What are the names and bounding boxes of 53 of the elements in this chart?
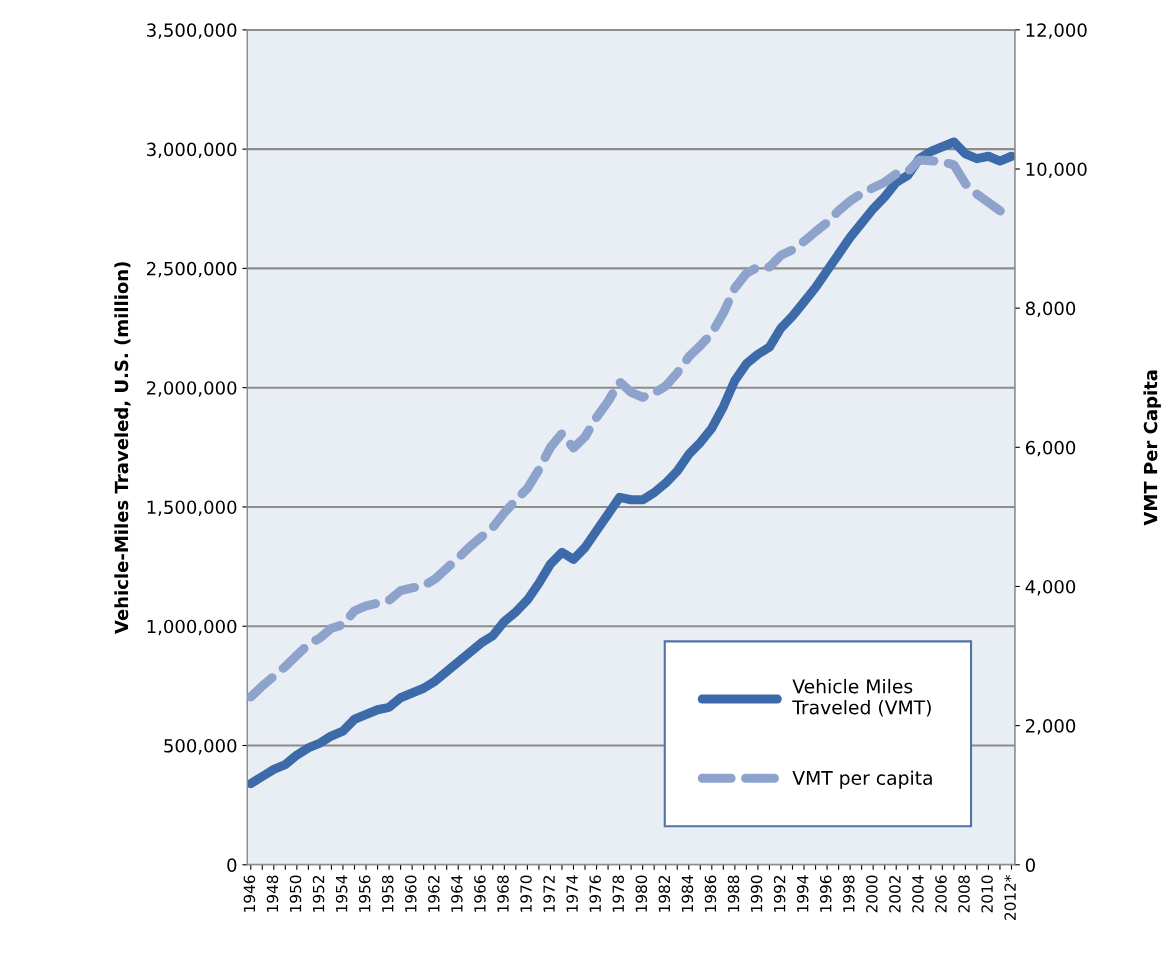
y2-tick-label: 8,000: [1025, 301, 1076, 318]
x-tick-label: 1982: [658, 876, 671, 912]
x-tick-label: 1992: [773, 876, 786, 912]
y2-tick-label: 0: [1025, 858, 1035, 872]
y-tick-label: 1,500,000: [147, 500, 237, 516]
y-tick-label: 3,500,000: [147, 23, 237, 39]
x-tick-label: 1964: [451, 875, 463, 912]
x-tick-label: 1974: [566, 875, 578, 912]
y-tick-label: 500,000: [164, 738, 237, 755]
x-tick-label: 1970: [520, 875, 532, 912]
x-tick-label: 1994: [796, 875, 809, 912]
x-tick-label: 1988: [727, 875, 740, 912]
x-tick-label: 1946: [243, 875, 256, 912]
legend-label: Vehicle Miles Traveled (VMT): [792, 678, 931, 717]
legend-label: VMT per capita: [792, 770, 932, 789]
x-tick-label: 1954: [335, 875, 348, 912]
y2-tick-label: 10,000: [1026, 162, 1087, 178]
y-tick-label: 3,000,000: [147, 142, 237, 159]
y-tick-label: 2,500,000: [147, 261, 237, 278]
x-tick-label: 1996: [819, 875, 832, 912]
x-tick-label: 2004: [912, 875, 924, 913]
x-tick-label: 1978: [612, 875, 625, 912]
x-tick-label: 1986: [704, 875, 717, 912]
x-tick-label: 2010: [981, 875, 993, 913]
y-tick-label: 2,000,000: [147, 381, 237, 397]
x-tick-label: 1968: [497, 875, 509, 912]
x-tick-label: 1962: [428, 876, 440, 912]
x-tick-label: 2000: [866, 875, 878, 913]
x-tick-label: 2002: [889, 876, 901, 913]
x-tick-label: 2008: [958, 875, 970, 913]
x-tick-label: 2012*: [1004, 874, 1016, 920]
x-tick-label: 2006: [935, 875, 947, 913]
x-tick-label: 1984: [681, 875, 694, 912]
x-tick-label: 1998: [843, 875, 855, 912]
y-tick-label: 1,000,000: [147, 619, 237, 636]
x-tick-label: 1976: [589, 875, 601, 912]
x-tick-label: 1990: [750, 875, 763, 912]
x-tick-label: 1966: [474, 875, 486, 912]
y2-tick-label: 12,000: [1026, 23, 1087, 39]
x-tick-label: 1980: [635, 875, 648, 912]
y2-tick-label: 6,000: [1025, 440, 1076, 457]
x-tick-label: 1952: [312, 876, 325, 912]
y-axis-title: Vehicle-Miles Traveled, U.S. (million): [114, 262, 131, 634]
y2-tick-label: 2,000: [1026, 719, 1076, 735]
x-tick-label: 1950: [289, 875, 302, 912]
x-tick-label: 1972: [543, 876, 555, 912]
y2-tick-label: 4,000: [1025, 579, 1076, 596]
y2-axis-title: VMT Per Capita: [1143, 370, 1161, 526]
x-tick-label: 1960: [405, 875, 417, 912]
y-tick-label: 0: [227, 858, 237, 872]
x-tick-label: 1948: [266, 875, 279, 912]
x-tick-label: 1956: [358, 875, 371, 912]
x-tick-label: 1958: [381, 875, 394, 912]
